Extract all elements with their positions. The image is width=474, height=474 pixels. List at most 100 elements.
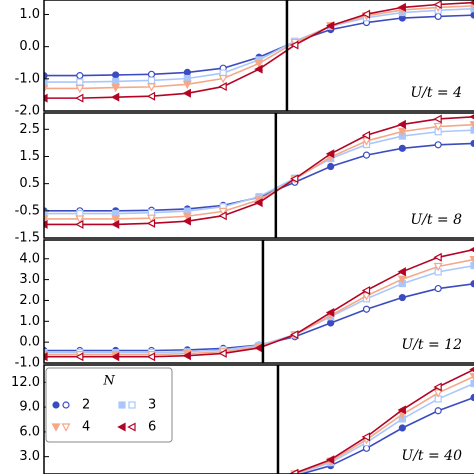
data-point bbox=[397, 127, 407, 137]
y-tick-label: 1.5 bbox=[19, 149, 40, 164]
legend-marker bbox=[118, 401, 126, 409]
data-point bbox=[290, 330, 299, 340]
data-point bbox=[182, 88, 191, 98]
legend-label: 6 bbox=[148, 420, 156, 435]
data-point bbox=[218, 82, 227, 92]
legend-marker bbox=[128, 401, 136, 409]
data-point bbox=[218, 211, 227, 221]
panel: -2.0 -1.0 0.0 1.0 U/t = 4 bbox=[15, 0, 474, 119]
data-point bbox=[218, 207, 228, 217]
data-point bbox=[146, 214, 157, 223]
data-point bbox=[327, 162, 335, 171]
frame bbox=[43, 0, 474, 112]
data-point bbox=[433, 262, 443, 272]
data-point bbox=[75, 215, 85, 224]
data-point bbox=[325, 455, 335, 465]
y-tick-label: 9.0 bbox=[19, 400, 40, 415]
y-tick-label: 6.0 bbox=[19, 424, 40, 439]
data-point bbox=[290, 468, 299, 474]
data-point bbox=[361, 130, 371, 140]
y-tick-label: 2.0 bbox=[19, 293, 40, 308]
data-point bbox=[76, 78, 84, 86]
y-tick-label: -1.0 bbox=[15, 71, 40, 86]
data-point bbox=[470, 280, 474, 288]
legend-marker bbox=[52, 401, 60, 409]
frame bbox=[43, 364, 474, 474]
y-tick-label: 0.0 bbox=[19, 39, 40, 54]
data-point bbox=[433, 389, 443, 398]
data-point bbox=[112, 71, 120, 79]
data-point bbox=[398, 424, 406, 432]
plot-area bbox=[44, 247, 474, 362]
data-point bbox=[434, 407, 442, 415]
data-point bbox=[75, 219, 84, 229]
panel: -1.0 0.0 1.0 2.0 3.0 4.0 U/t = 12 bbox=[15, 239, 474, 371]
legend-box bbox=[45, 367, 173, 443]
data-point bbox=[147, 70, 156, 78]
data-point bbox=[433, 252, 442, 262]
data-point bbox=[470, 5, 474, 13]
annotation: U/t = 4 bbox=[410, 85, 462, 101]
data-point bbox=[361, 9, 371, 19]
data-point bbox=[398, 144, 406, 152]
y-tick-label: 4.0 bbox=[19, 251, 40, 266]
data-point bbox=[470, 126, 474, 134]
data-point bbox=[325, 149, 335, 159]
data-point bbox=[469, 247, 474, 253]
data-point bbox=[433, 122, 443, 132]
data-point bbox=[470, 379, 474, 388]
data-point bbox=[470, 262, 474, 270]
y-tick-label: -1.0 bbox=[15, 356, 40, 371]
frame bbox=[43, 112, 474, 239]
data-point bbox=[327, 319, 335, 327]
data-point bbox=[470, 139, 474, 148]
data-point bbox=[361, 285, 371, 295]
legend-marker bbox=[117, 422, 126, 432]
data-point bbox=[44, 84, 49, 94]
legend-label: 3 bbox=[148, 398, 156, 413]
data-point bbox=[183, 68, 191, 76]
y-tick-label: 0.0 bbox=[19, 335, 40, 350]
data-point bbox=[182, 216, 191, 226]
data-point bbox=[469, 121, 474, 130]
series-line bbox=[44, 116, 474, 226]
data-point bbox=[146, 352, 156, 362]
data-point bbox=[110, 92, 120, 102]
legend-label: 2 bbox=[82, 398, 90, 413]
data-point bbox=[75, 84, 85, 94]
data-point bbox=[469, 372, 474, 382]
data-point bbox=[362, 444, 371, 452]
y-tick-label: -1.5 bbox=[15, 231, 40, 246]
data-point bbox=[433, 114, 442, 124]
data-point bbox=[397, 119, 406, 129]
data-point bbox=[434, 12, 442, 21]
data-point bbox=[111, 83, 121, 93]
data-point bbox=[254, 59, 264, 69]
annotation: U/t = 12 bbox=[401, 337, 462, 353]
legend-title: N bbox=[102, 374, 115, 389]
data-point bbox=[434, 284, 442, 293]
legend-label: 4 bbox=[82, 420, 90, 435]
data-point bbox=[290, 174, 299, 184]
panel: 3.0 6.0 9.0 12.0 U/t = 40 N2 3 4 6 bbox=[11, 364, 474, 474]
data-point bbox=[361, 432, 371, 442]
y-tick-label: 1.0 bbox=[19, 314, 40, 329]
data-point bbox=[76, 72, 84, 80]
legend-marker bbox=[127, 422, 136, 432]
annotation: U/t = 40 bbox=[401, 448, 462, 464]
y-tick-label: 1.0 bbox=[19, 7, 40, 22]
data-point bbox=[183, 74, 191, 83]
data-point bbox=[398, 293, 406, 302]
legend: N2 3 4 6 bbox=[45, 367, 173, 443]
data-point bbox=[254, 64, 263, 74]
data-point bbox=[110, 352, 120, 362]
data-point bbox=[44, 215, 49, 224]
annotation: U/t = 8 bbox=[410, 212, 462, 228]
data-point bbox=[182, 351, 191, 361]
y-tick-label: 3.0 bbox=[19, 449, 40, 464]
data-point bbox=[111, 215, 121, 224]
data-point bbox=[44, 78, 48, 86]
data-point bbox=[397, 275, 407, 284]
data-point bbox=[397, 267, 406, 277]
